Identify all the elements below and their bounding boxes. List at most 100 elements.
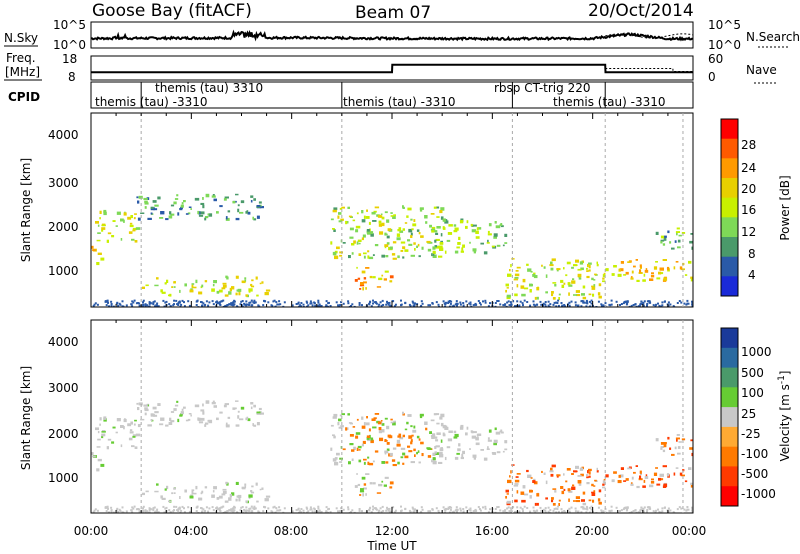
power-cell	[630, 276, 633, 278]
power-cell	[177, 304, 180, 306]
power-cell	[549, 303, 552, 306]
power-cell	[568, 304, 571, 307]
velocity-cell	[583, 507, 586, 510]
velocity-cell	[396, 443, 401, 447]
velocity-cell	[224, 403, 229, 406]
power-cell	[675, 231, 680, 233]
velocity-cell	[557, 510, 560, 513]
velocity-cell	[582, 502, 587, 506]
power-cell	[690, 233, 693, 235]
power-cell	[432, 252, 435, 256]
power-cell	[499, 224, 503, 226]
power-cell	[127, 216, 132, 220]
velocity-cell	[644, 476, 649, 479]
velocity-cell	[611, 479, 615, 483]
power-cell	[690, 276, 693, 279]
power-cell	[430, 228, 436, 231]
power-panel: 4000 3000 2000 1000 Slant Range [km]	[19, 112, 694, 308]
power-cell	[657, 302, 659, 305]
velocity-cell	[406, 421, 409, 425]
velocity-cell	[349, 434, 354, 437]
velocity-cell	[429, 431, 432, 434]
velocity-cell	[137, 407, 140, 411]
velocity-cell	[145, 490, 149, 493]
velocity-cell	[133, 505, 136, 508]
power-cell	[218, 301, 221, 304]
power-cell	[265, 289, 271, 292]
power-cell	[625, 303, 628, 306]
power-cell	[96, 262, 100, 266]
power-cell	[236, 289, 239, 292]
velocity-cell	[384, 417, 388, 420]
velocity-cell	[174, 404, 179, 407]
velocity-cell	[453, 430, 457, 434]
power-cell	[110, 304, 113, 307]
velocity-cell	[200, 409, 205, 412]
velocity-cell	[386, 448, 390, 451]
power-cell	[557, 299, 560, 302]
velocity-cell	[358, 449, 361, 451]
velocity-cell	[661, 507, 664, 510]
velocity-cell	[597, 506, 600, 509]
power-cell	[184, 283, 187, 287]
power-cell	[103, 209, 107, 214]
power-cell	[162, 299, 165, 302]
velocity-cell	[445, 507, 447, 510]
velocity-cell	[555, 511, 558, 513]
velocity-cell	[590, 508, 593, 511]
power-cell	[105, 300, 108, 303]
velocity-colorbar-swatch	[721, 426, 738, 448]
velocity-cell	[276, 509, 279, 512]
power-cell	[558, 293, 561, 296]
power-cell	[635, 305, 638, 307]
velocity-cell	[590, 505, 593, 508]
velocity-cell	[382, 510, 385, 512]
power-cell	[493, 233, 498, 237]
power-cell	[676, 302, 679, 304]
velocity-cell	[399, 436, 404, 440]
velocity-cell	[536, 493, 540, 497]
velocity-cell	[571, 473, 574, 475]
power-dashes	[140, 113, 684, 307]
velocity-cell	[152, 406, 157, 410]
power-cell	[300, 305, 303, 307]
power-cell	[567, 282, 571, 286]
velocity-cell	[204, 422, 209, 425]
power-cell	[400, 241, 406, 244]
power-cell	[314, 304, 317, 307]
velocity-cell	[254, 507, 257, 510]
power-cell	[439, 210, 443, 214]
power-cell	[213, 280, 217, 284]
velocity-cell	[339, 461, 343, 463]
power-cell	[370, 305, 373, 307]
velocity-cell	[566, 468, 571, 471]
power-cell	[207, 304, 210, 307]
power-cell	[369, 231, 374, 234]
power-cell	[363, 277, 367, 280]
velocity-cell	[585, 505, 588, 508]
velocity-cell	[275, 507, 278, 510]
power-cell	[185, 213, 189, 215]
power-cell	[200, 301, 202, 303]
power-cell	[477, 227, 482, 230]
velocity-cell	[596, 467, 598, 471]
power-cell	[120, 218, 124, 222]
power-cell	[658, 271, 662, 275]
power-cell	[568, 284, 573, 287]
velocity-cell	[663, 443, 667, 448]
velocity-cell	[475, 437, 479, 441]
freq-panel: Freq. [MHz] 18 8 60 0 Nave	[4, 51, 778, 84]
power-cell	[414, 248, 416, 251]
velocity-cell	[329, 511, 332, 513]
velocity-cell	[563, 488, 566, 491]
velocity-cell	[168, 500, 172, 503]
velocity-cell	[472, 510, 475, 513]
velocity-cell	[384, 476, 389, 479]
power-cell	[180, 204, 184, 208]
velocity-cell	[400, 505, 402, 508]
power-cell	[648, 300, 651, 303]
power-cell	[541, 264, 543, 267]
power-cell	[672, 305, 675, 307]
power-cell	[300, 302, 303, 304]
velocity-cell	[305, 506, 308, 509]
